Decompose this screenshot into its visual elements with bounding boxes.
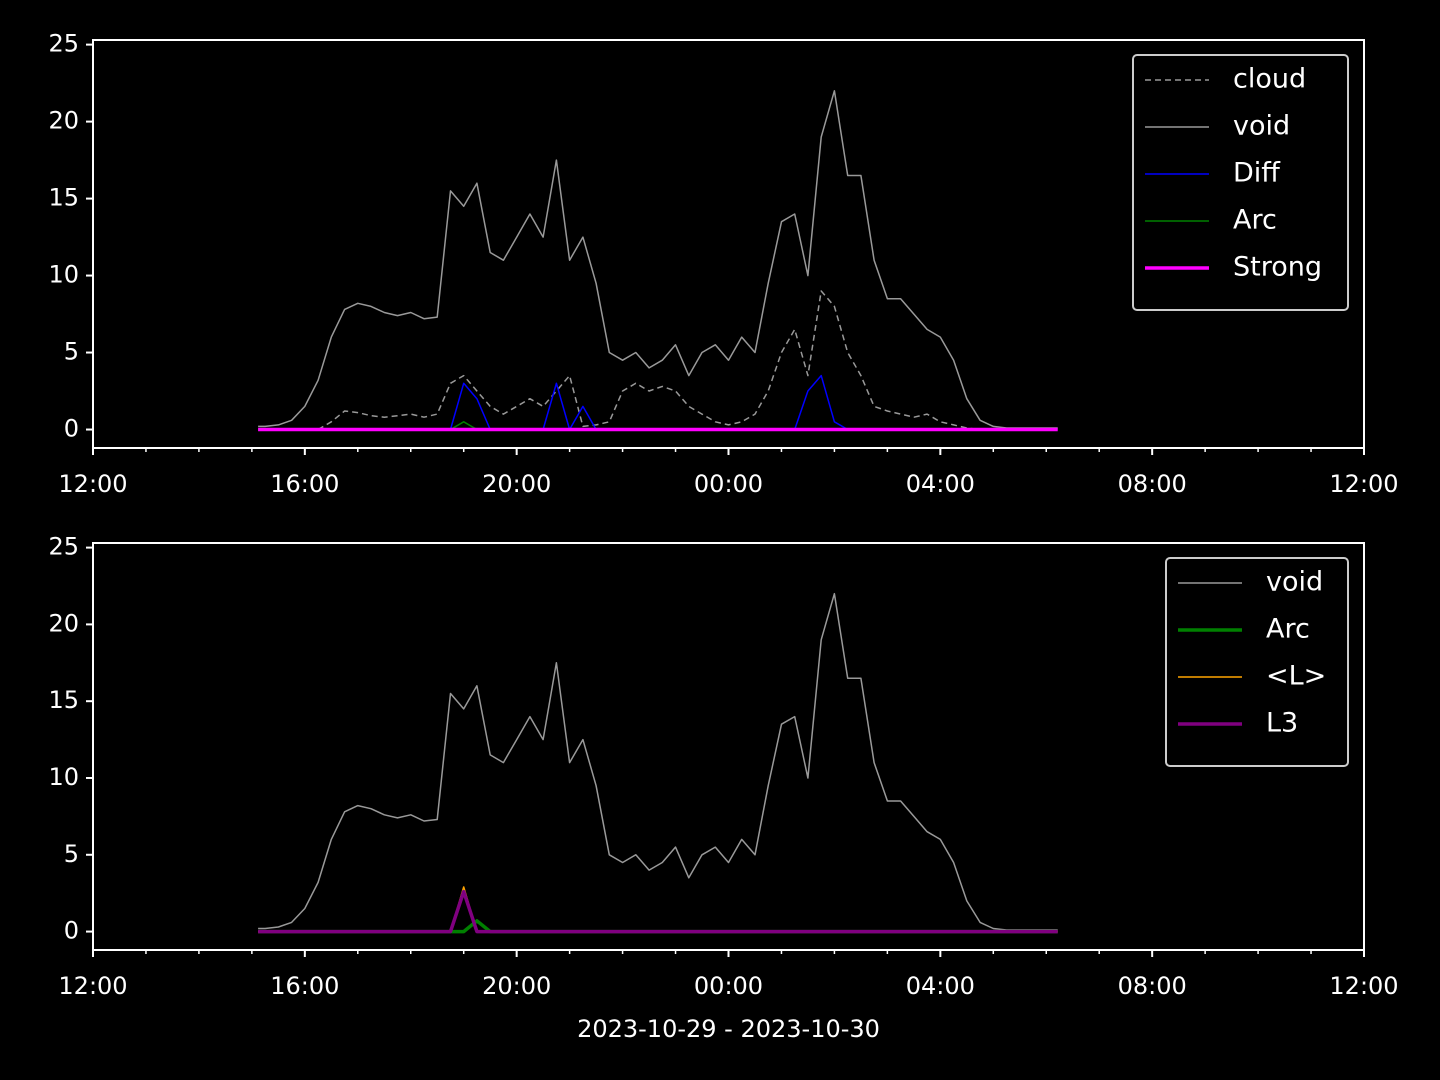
y-tick-label: 0 bbox=[64, 415, 79, 443]
y-tick-label: 25 bbox=[48, 533, 79, 561]
x-tick-label: 00:00 bbox=[694, 470, 763, 498]
legend-label: void bbox=[1233, 111, 1290, 142]
x-tick-label: 12:00 bbox=[58, 470, 127, 498]
y-tick-label: 25 bbox=[48, 30, 79, 58]
y-tick-label: 20 bbox=[48, 107, 79, 135]
axes-frame bbox=[92, 39, 1365, 449]
x-tick-label: 12:00 bbox=[1329, 470, 1398, 498]
legend-label: Strong bbox=[1233, 252, 1322, 283]
y-tick-label: 5 bbox=[64, 840, 79, 868]
x-axis-label: 2023-10-29 - 2023-10-30 bbox=[577, 1015, 880, 1043]
x-tick-label: 04:00 bbox=[906, 470, 975, 498]
legend-label: Diff bbox=[1233, 158, 1281, 189]
legend-box bbox=[1165, 557, 1349, 767]
x-tick-label: 04:00 bbox=[906, 972, 975, 1000]
y-tick-label: 10 bbox=[48, 763, 79, 791]
y-tick-label: 10 bbox=[48, 261, 79, 289]
x-tick-label: 12:00 bbox=[1329, 972, 1398, 1000]
axes-frame bbox=[92, 542, 1365, 951]
legend-label: <L> bbox=[1266, 661, 1326, 692]
x-tick-label: 16:00 bbox=[270, 470, 339, 498]
legend-label: Arc bbox=[1266, 614, 1310, 645]
y-tick-label: 5 bbox=[64, 338, 79, 366]
x-tick-label: 08:00 bbox=[1118, 972, 1187, 1000]
x-tick-label: 12:00 bbox=[58, 972, 127, 1000]
x-tick-label: 08:00 bbox=[1118, 470, 1187, 498]
series-line bbox=[258, 889, 1058, 934]
series-line bbox=[258, 290, 1058, 431]
series-line bbox=[258, 90, 1058, 429]
series-line bbox=[258, 592, 1058, 931]
x-tick-label: 20:00 bbox=[482, 470, 551, 498]
x-tick-label: 16:00 bbox=[270, 972, 339, 1000]
y-tick-label: 15 bbox=[48, 184, 79, 212]
legend-label: cloud bbox=[1233, 64, 1306, 95]
legend-label: Arc bbox=[1233, 205, 1277, 236]
x-tick-label: 20:00 bbox=[482, 972, 551, 1000]
legend-box bbox=[1132, 54, 1349, 311]
y-tick-label: 15 bbox=[48, 686, 79, 714]
legend-label: void bbox=[1266, 567, 1323, 598]
y-tick-label: 20 bbox=[48, 609, 79, 637]
legend-label: L3 bbox=[1266, 708, 1298, 739]
x-tick-label: 00:00 bbox=[694, 972, 763, 1000]
y-tick-label: 0 bbox=[64, 917, 79, 945]
